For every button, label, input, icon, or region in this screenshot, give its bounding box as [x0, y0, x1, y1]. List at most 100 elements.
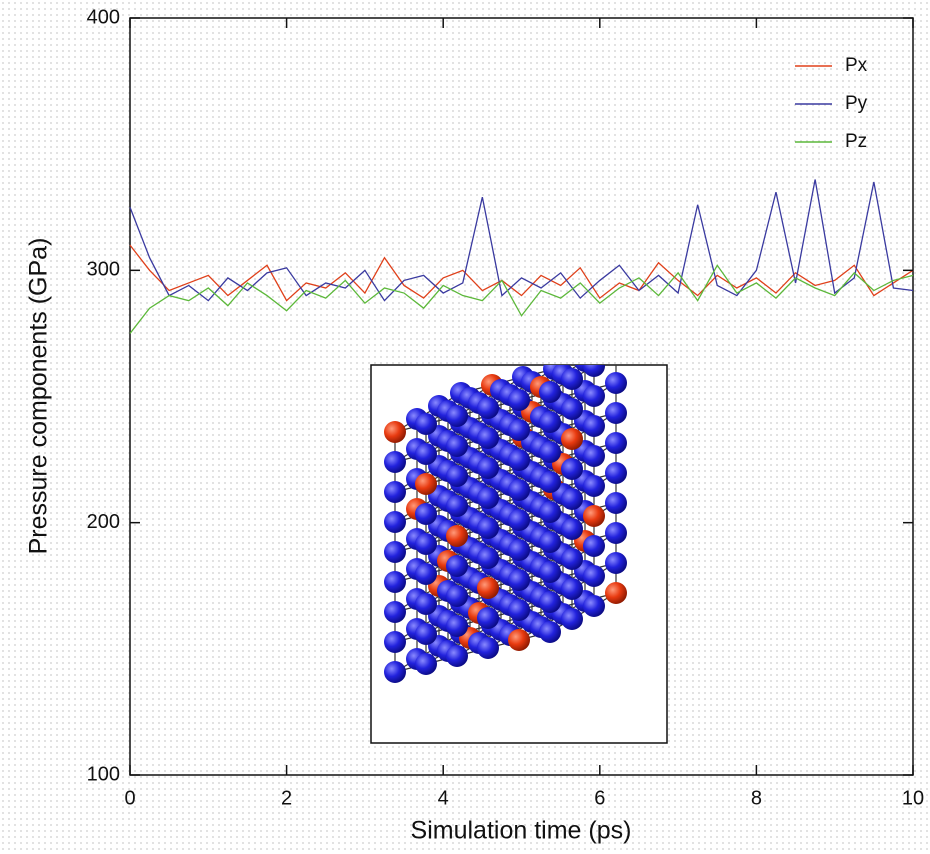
- crystal-lattice: [384, 342, 627, 683]
- series-line: [129, 244, 914, 302]
- atom: [446, 495, 468, 517]
- atom: [477, 397, 499, 419]
- atom: [539, 381, 561, 403]
- atom: [583, 445, 605, 467]
- y-tick-label: 400: [87, 6, 120, 28]
- legend-label: Pz: [845, 131, 867, 152]
- x-axis-label: Simulation time (ps): [411, 817, 632, 845]
- atom: [539, 621, 561, 643]
- atom: [477, 577, 499, 599]
- atom: [561, 398, 583, 420]
- atom: [508, 479, 530, 501]
- x-tick-label: 10: [902, 787, 924, 809]
- atom: [605, 492, 627, 514]
- legend-label: Py: [845, 93, 868, 114]
- atom: [583, 365, 605, 377]
- x-tick-label: 2: [281, 787, 292, 809]
- lines: [129, 179, 914, 334]
- atom: [446, 615, 468, 637]
- atom: [384, 541, 406, 563]
- y-tick-label: 300: [87, 259, 120, 281]
- atom: [561, 518, 583, 540]
- atom: [446, 585, 468, 607]
- legend-label: Px: [845, 55, 868, 76]
- atom: [477, 487, 499, 509]
- x-tick-label: 0: [124, 787, 135, 809]
- atom: [446, 405, 468, 427]
- atom: [539, 501, 561, 523]
- atom: [477, 607, 499, 629]
- atom: [583, 565, 605, 587]
- atom: [561, 548, 583, 570]
- y-tick-label: 100: [87, 763, 120, 785]
- atom: [415, 563, 437, 585]
- atom: [384, 481, 406, 503]
- plot-frame: [129, 17, 914, 776]
- y-axis-label: Pressure components (GPa): [25, 238, 53, 555]
- atom: [561, 368, 583, 390]
- atom: [446, 555, 468, 577]
- atom: [477, 547, 499, 569]
- atom: [384, 451, 406, 473]
- atom: [605, 462, 627, 484]
- atom: [415, 653, 437, 675]
- atom: [446, 435, 468, 457]
- atom: [477, 427, 499, 449]
- atom: [583, 385, 605, 407]
- x-tick-label: 4: [438, 787, 449, 809]
- atom: [508, 569, 530, 591]
- series-line: [129, 264, 914, 334]
- atom: [384, 601, 406, 623]
- atom: [539, 411, 561, 433]
- atom: [384, 661, 406, 683]
- atom: [446, 525, 468, 547]
- bond: [585, 353, 616, 361]
- atom: [477, 457, 499, 479]
- atom: [583, 475, 605, 497]
- atom: [539, 471, 561, 493]
- atom: [477, 517, 499, 539]
- atom: [508, 629, 530, 651]
- atom: [508, 389, 530, 411]
- x-tick-label: 6: [594, 787, 605, 809]
- atom: [605, 432, 627, 454]
- atom: [561, 578, 583, 600]
- atom: [415, 593, 437, 615]
- atom: [561, 608, 583, 630]
- atom: [539, 591, 561, 613]
- atom: [539, 531, 561, 553]
- atom: [415, 473, 437, 495]
- atom: [583, 505, 605, 527]
- atom: [508, 449, 530, 471]
- atom: [561, 488, 583, 510]
- atom: [446, 645, 468, 667]
- atom: [384, 631, 406, 653]
- atom: [415, 443, 437, 465]
- atom: [539, 441, 561, 463]
- atom: [508, 419, 530, 441]
- atom: [384, 421, 406, 443]
- atom: [583, 535, 605, 557]
- atom: [508, 509, 530, 531]
- atom: [605, 402, 627, 424]
- atom: [605, 552, 627, 574]
- atom: [415, 413, 437, 435]
- atom: [415, 623, 437, 645]
- y-tick-label: 200: [87, 511, 120, 533]
- atom: [539, 561, 561, 583]
- atom: [477, 637, 499, 659]
- bond: [593, 365, 597, 367]
- atom: [415, 503, 437, 525]
- atom: [605, 582, 627, 604]
- atom: [561, 428, 583, 450]
- atom: [605, 372, 627, 394]
- atom: [583, 595, 605, 617]
- atom: [415, 533, 437, 555]
- atom: [446, 465, 468, 487]
- atom: [508, 539, 530, 561]
- atom: [384, 511, 406, 533]
- atom: [384, 571, 406, 593]
- atom: [605, 342, 627, 364]
- x-tick-label: 8: [751, 787, 762, 809]
